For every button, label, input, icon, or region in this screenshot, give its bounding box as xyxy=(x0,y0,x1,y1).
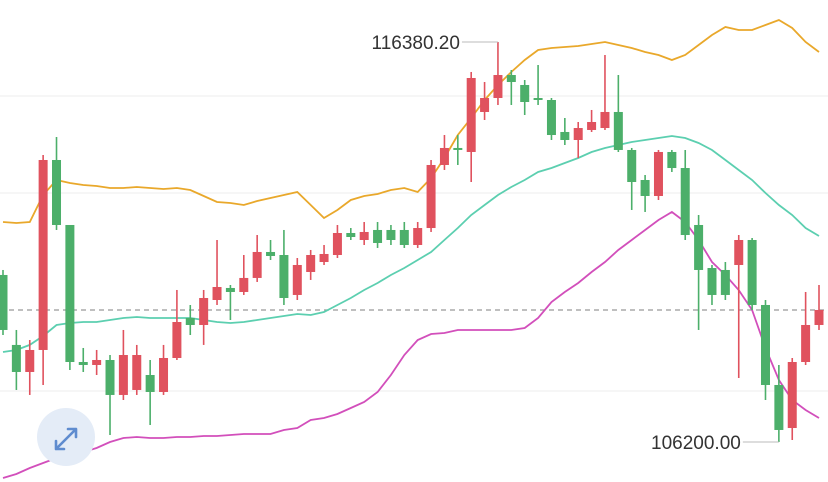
band-line xyxy=(2,19,820,224)
candle-body xyxy=(159,357,169,392)
plot-area: 116380.20 106200.00 xyxy=(0,19,828,479)
candle-body xyxy=(332,233,342,256)
candle-body xyxy=(25,349,35,372)
candle-body xyxy=(319,253,329,263)
candle-body xyxy=(92,359,102,365)
candle-body xyxy=(185,317,195,325)
candle-body xyxy=(105,359,115,395)
candle-body xyxy=(38,159,48,350)
candle-body xyxy=(399,229,409,245)
candle-body xyxy=(627,149,637,183)
candle-body xyxy=(814,309,824,325)
candle-body xyxy=(386,229,396,240)
candle-body xyxy=(480,97,490,112)
candle-body xyxy=(65,224,75,363)
candle-body xyxy=(199,297,209,325)
candle-body xyxy=(239,277,249,292)
candle-body xyxy=(560,131,570,140)
candle-body xyxy=(266,251,276,256)
candle-body xyxy=(132,355,142,390)
candle-body xyxy=(493,75,503,98)
candle-body xyxy=(439,147,449,165)
candle-body xyxy=(0,274,8,330)
candle-body xyxy=(466,77,476,152)
candle-body xyxy=(694,224,704,270)
candle-body xyxy=(573,128,583,140)
candle-body xyxy=(78,362,88,365)
candle-body xyxy=(252,251,262,278)
expand-button[interactable] xyxy=(37,408,95,466)
expand-button-circle[interactable] xyxy=(37,408,95,466)
candle-body xyxy=(587,122,597,130)
candle-body xyxy=(145,375,155,392)
band-line xyxy=(2,135,820,353)
candle-body xyxy=(600,111,610,129)
expand-icon[interactable] xyxy=(54,427,78,451)
annotation-label: 116380.20 xyxy=(372,33,460,54)
candle-body xyxy=(373,229,383,243)
candle-body xyxy=(453,147,463,150)
candle-body xyxy=(787,362,797,429)
candle-body xyxy=(533,97,543,100)
candle-body xyxy=(292,264,302,295)
candle-body xyxy=(506,75,516,83)
candle-body xyxy=(306,255,316,272)
candle-body xyxy=(279,255,289,298)
candle-body xyxy=(760,304,770,385)
candle-body xyxy=(346,233,356,238)
candle-body xyxy=(720,269,730,295)
candle-body xyxy=(546,99,556,136)
candle-body xyxy=(707,268,717,295)
candle-body xyxy=(734,239,744,265)
candle-body xyxy=(640,179,650,196)
candle-body xyxy=(801,324,811,363)
candle-body xyxy=(426,164,436,229)
annotation-label: 106200.00 xyxy=(651,433,741,454)
candle-body xyxy=(172,322,182,358)
candle-body xyxy=(774,384,784,430)
candle-body xyxy=(118,355,128,395)
candle-body xyxy=(680,168,690,236)
candle-body xyxy=(212,286,222,300)
candle-body xyxy=(413,228,423,245)
candle-body xyxy=(52,159,62,225)
candle-body xyxy=(667,151,677,169)
candle-body xyxy=(613,111,623,150)
background-grid xyxy=(0,95,828,392)
candle-body xyxy=(359,231,369,240)
candle-body xyxy=(11,344,21,372)
candle-body xyxy=(225,287,235,292)
candle-body xyxy=(653,151,663,196)
candle-body xyxy=(520,84,530,103)
candle-body xyxy=(747,239,757,305)
